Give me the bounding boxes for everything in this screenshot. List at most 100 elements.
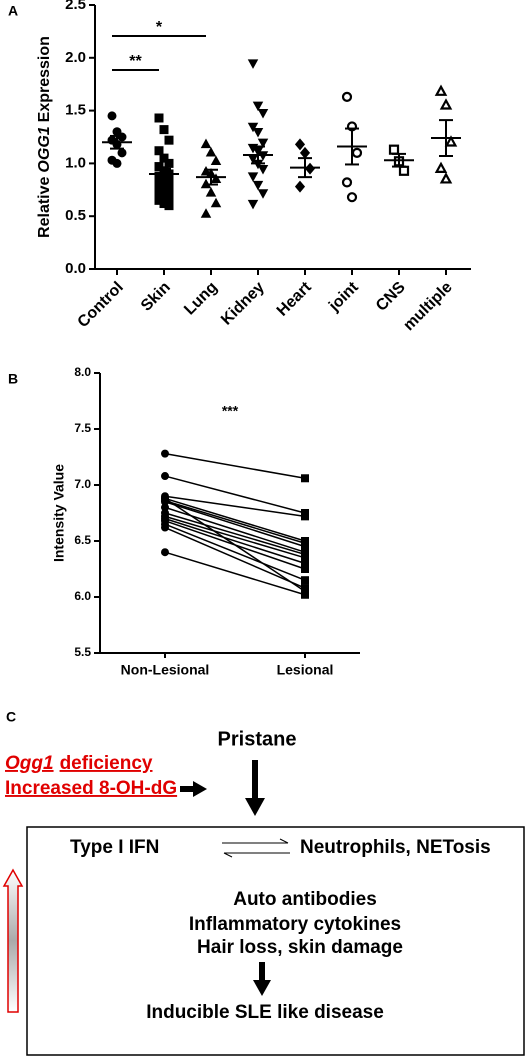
point	[439, 98, 453, 110]
arrow-head	[223, 852, 233, 858]
point	[164, 201, 174, 211]
pair-line	[164, 499, 306, 544]
y-tick-label: 5.5	[74, 645, 91, 659]
y-label-part: Relative	[36, 176, 53, 237]
point	[341, 91, 353, 102]
effect: Auto antibodies	[233, 889, 377, 910]
point	[301, 587, 309, 596]
effect: Inflammatory cytokines	[189, 914, 401, 935]
point	[154, 146, 164, 156]
pair-line	[164, 515, 306, 559]
point	[200, 166, 212, 176]
point	[439, 172, 453, 184]
point	[299, 146, 311, 159]
y-tick-label: 7.0	[74, 477, 91, 491]
panel-label: B	[8, 371, 18, 387]
y-label-part: Expression	[36, 36, 53, 122]
point	[205, 147, 217, 157]
point	[388, 144, 400, 155]
y-tick-label: 2.0	[65, 49, 86, 66]
y-tick-label: 0.0	[65, 260, 86, 277]
point	[112, 158, 122, 168]
sig-label: *	[156, 19, 163, 36]
pair-line	[164, 497, 306, 542]
point	[161, 494, 169, 503]
point	[247, 199, 259, 210]
point	[154, 113, 164, 123]
point	[159, 125, 169, 135]
x-tick-label: Kidney	[218, 279, 268, 329]
point	[205, 187, 217, 197]
point	[200, 208, 212, 218]
box-left: Type I IFN	[70, 837, 159, 858]
cause-text: deficiency	[60, 753, 153, 774]
point	[301, 512, 309, 521]
box	[26, 826, 525, 1056]
point	[252, 128, 264, 138]
panel-label: C	[6, 709, 16, 725]
point	[247, 59, 259, 69]
point	[200, 138, 212, 149]
point	[301, 565, 309, 573]
point	[257, 189, 269, 199]
point	[434, 161, 448, 173]
pair-line	[164, 512, 306, 556]
point	[164, 135, 174, 145]
arrow-head	[245, 798, 265, 816]
point	[164, 158, 174, 168]
y-tick-label: 1.0	[65, 154, 86, 171]
y-axis-label: Relative OGG1 Expression	[36, 36, 53, 238]
point	[341, 177, 353, 188]
pair-line	[164, 506, 306, 553]
point	[161, 472, 169, 481]
arrow-head	[253, 980, 271, 996]
pristane: Pristane	[218, 728, 297, 750]
pair-line	[164, 495, 306, 518]
point	[301, 576, 309, 585]
box-right: Neutrophils, NETosis	[300, 837, 491, 858]
x-tick-label: Lung	[181, 279, 221, 319]
point	[301, 474, 309, 483]
point	[107, 111, 117, 121]
pair-line	[164, 497, 306, 593]
point	[252, 180, 264, 191]
point	[210, 197, 222, 208]
pair-line	[164, 501, 306, 548]
pair-line	[164, 475, 306, 514]
sig-label: ***	[222, 403, 239, 419]
y-axis-label: Intensity Value	[51, 464, 67, 562]
y-tick-label: 8.0	[74, 365, 91, 379]
x-tick-label: multiple	[400, 279, 455, 334]
point	[434, 84, 448, 96]
y-tick-label: 1.5	[65, 102, 86, 119]
point	[257, 164, 269, 175]
point	[247, 122, 259, 133]
outcome: Inducible SLE like disease	[146, 1002, 384, 1023]
y-label-part: OGG1	[36, 126, 53, 172]
point	[346, 192, 358, 203]
increase-arrow	[2, 868, 24, 1013]
point	[294, 138, 306, 151]
point	[304, 162, 316, 175]
gene: Ogg1	[5, 753, 54, 774]
x-tick-label: Control	[75, 279, 127, 331]
cause-line: Increased 8-OH-dG	[5, 778, 177, 799]
point	[247, 172, 259, 182]
x-tick-label: Non-Lesional	[121, 662, 210, 678]
point	[294, 180, 306, 193]
pair-line	[164, 517, 306, 565]
sig-label: **	[129, 53, 142, 70]
point	[161, 523, 169, 532]
point	[351, 147, 363, 158]
point	[161, 449, 169, 458]
point	[117, 148, 127, 158]
y-tick-label: 2.5	[65, 0, 86, 13]
pair-line	[164, 551, 306, 596]
point	[257, 138, 269, 149]
point	[117, 132, 127, 142]
point	[159, 153, 169, 163]
y-tick-label: 6.0	[74, 589, 91, 603]
y-tick-label: 7.5	[74, 421, 91, 435]
panel-label: A	[8, 3, 18, 19]
